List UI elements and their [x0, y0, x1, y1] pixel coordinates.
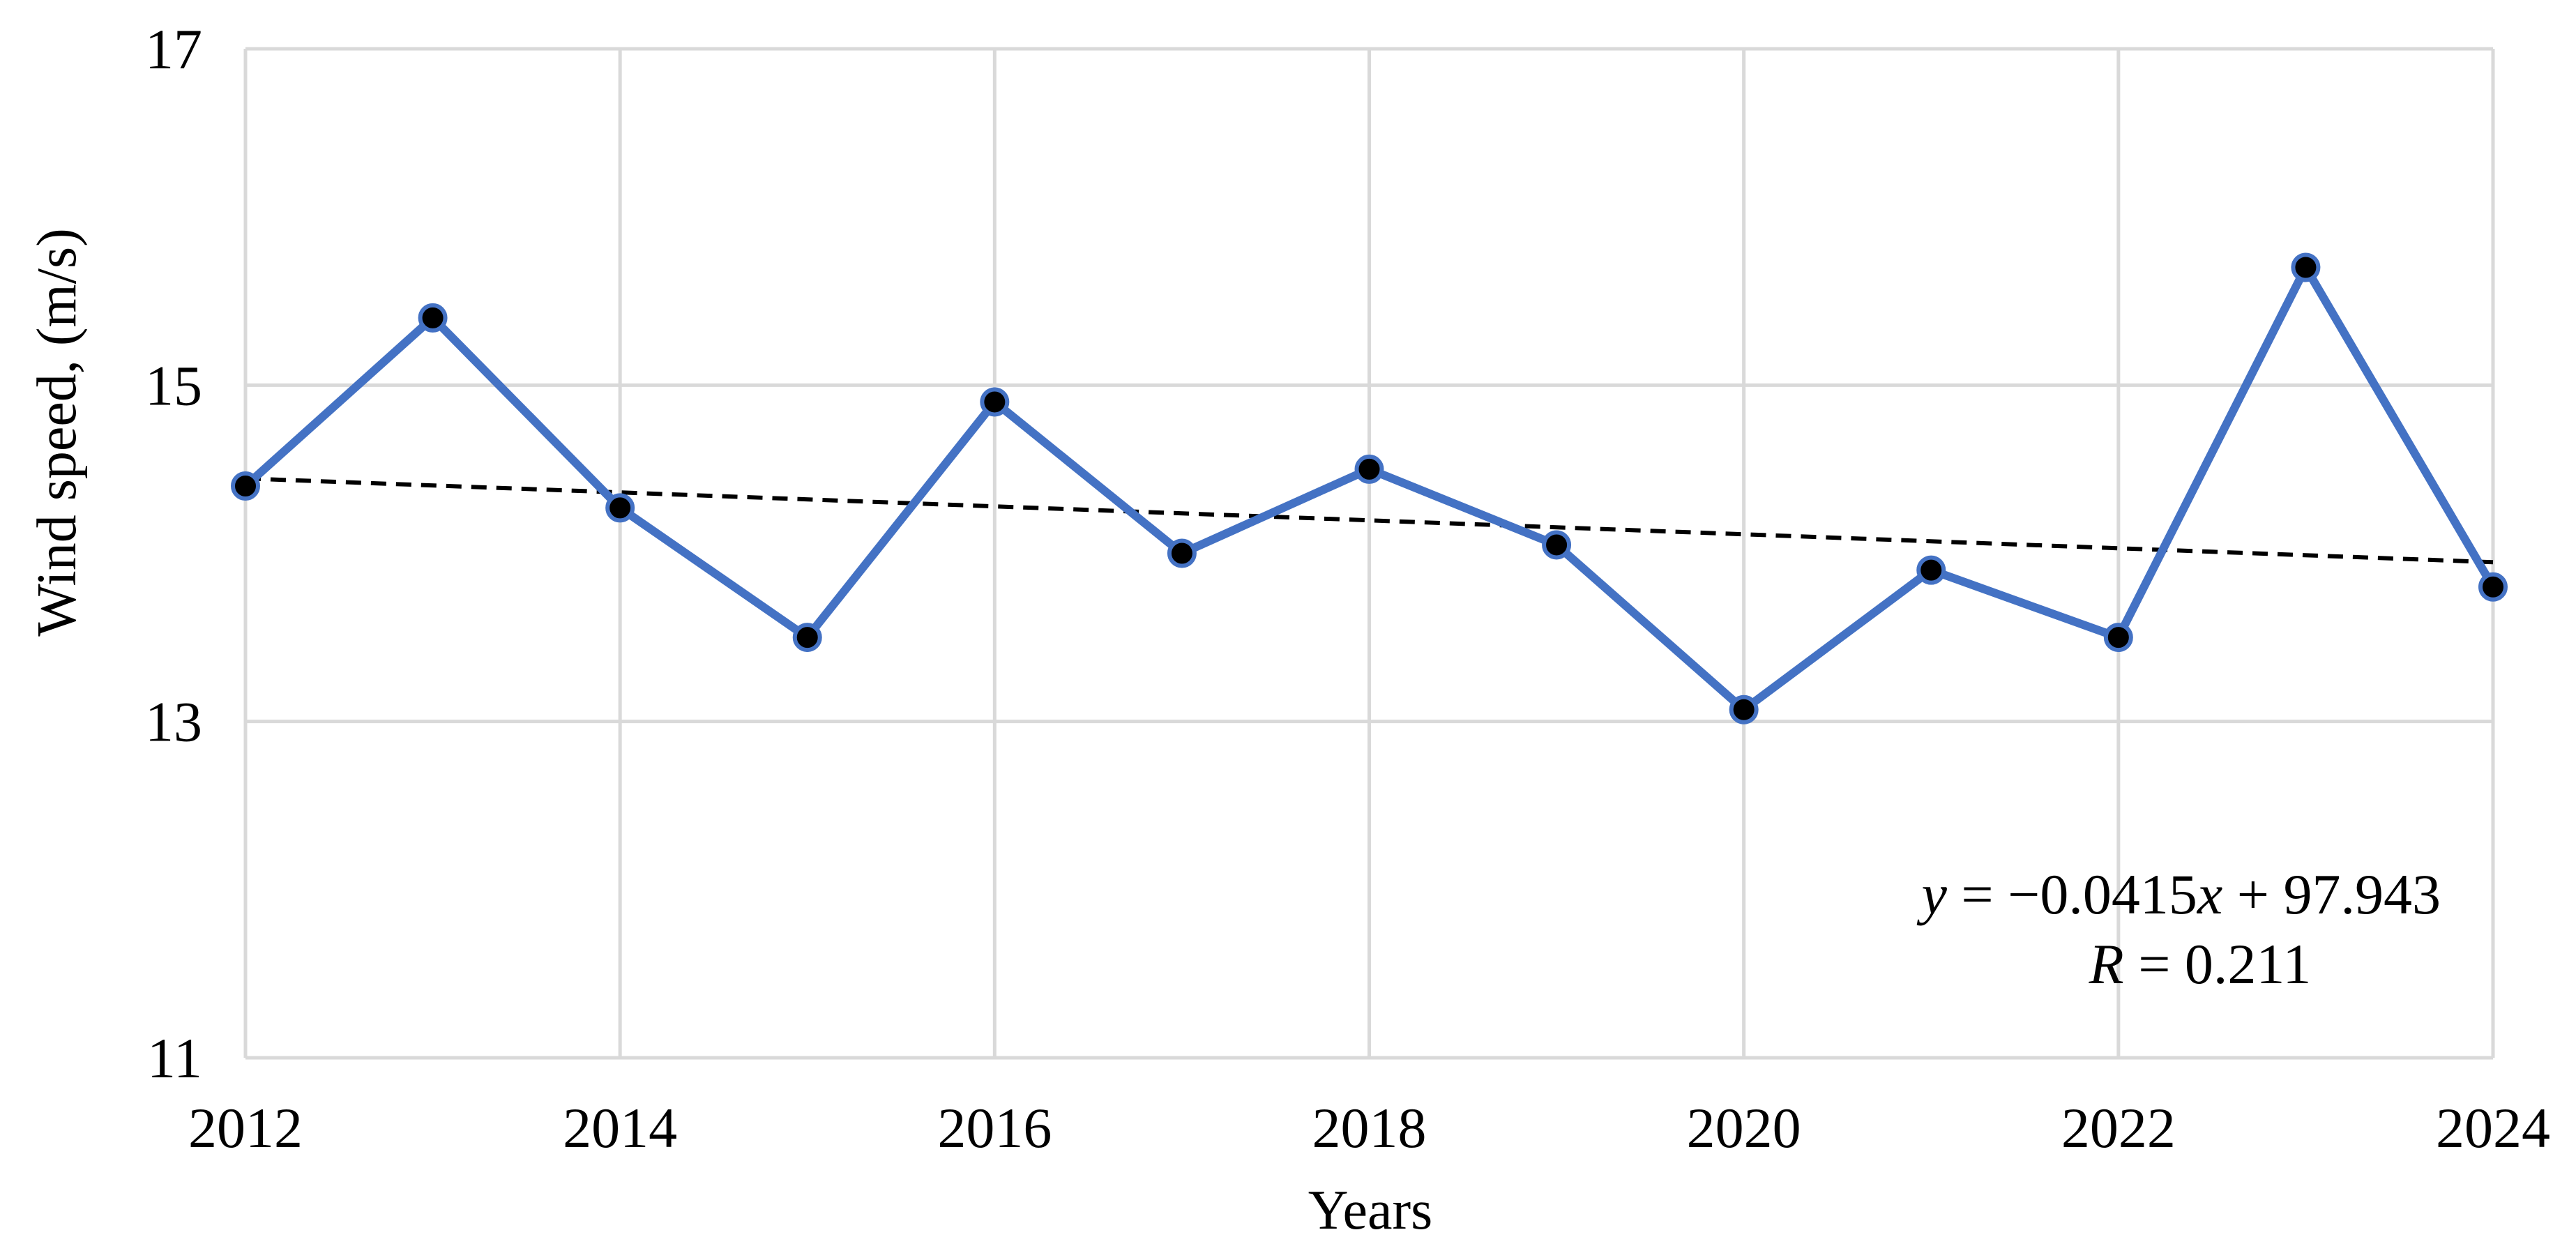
y-tick-label: 15: [145, 354, 202, 417]
data-point: [1542, 530, 1572, 560]
equation-y-symbol: y: [1916, 863, 1947, 926]
grid-lines: [243, 47, 2495, 1060]
trendline-equation: y = −0.0415x + 97.943: [1916, 863, 2441, 926]
x-tick-label: 2020: [1687, 1096, 1801, 1160]
y-axis-title: Wind speed, (m/s): [26, 228, 88, 637]
data-point: [1354, 454, 1384, 484]
x-tick-label: 2024: [2436, 1096, 2550, 1160]
data-point: [1729, 694, 1759, 724]
data-point: [2478, 572, 2508, 602]
data-point: [418, 303, 448, 333]
x-tick-label: 2012: [188, 1096, 303, 1160]
data-point: [980, 387, 1010, 417]
y-tick-label: 13: [145, 690, 202, 754]
data-point: [605, 493, 635, 523]
r-value-text: = 0.211: [2124, 932, 2312, 996]
r-symbol: R: [2089, 932, 2124, 996]
data-point: [231, 471, 260, 501]
correlation-coefficient: R = 0.211: [2089, 932, 2312, 996]
series-layer: [231, 252, 2508, 724]
y-tick-label: 11: [147, 1026, 202, 1090]
y-tick-label: 17: [145, 17, 202, 81]
data-point: [792, 623, 822, 653]
data-point: [2291, 252, 2321, 282]
equation-intercept-text: + 97.943: [2222, 863, 2441, 926]
equation-slope-text: = −0.0415: [1947, 863, 2197, 926]
x-axis-title: Years: [1308, 1180, 1433, 1241]
data-point: [2103, 623, 2133, 653]
equation-x-symbol: x: [2197, 863, 2222, 926]
x-tick-label: 2018: [1312, 1096, 1427, 1160]
x-tick-label: 2014: [563, 1096, 677, 1160]
tick-labels: 2012 2014 2016 2018 2020 2022 2024 11 13 15 17: [145, 17, 2550, 1160]
data-point: [1167, 538, 1197, 568]
x-tick-label: 2022: [2061, 1096, 2176, 1160]
data-point: [1916, 555, 1946, 585]
x-tick-label: 2016: [937, 1096, 1052, 1160]
